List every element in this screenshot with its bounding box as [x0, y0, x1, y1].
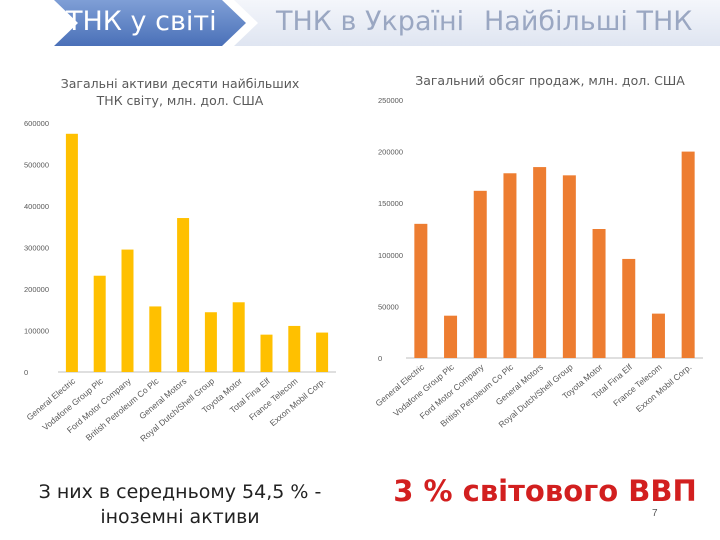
assets-chart-title: Загальні активи десяти найбільших ТНК св…: [60, 76, 300, 108]
tab-largest[interactable]: Найбільші ТНК: [484, 6, 693, 37]
assets-bar: [316, 332, 329, 372]
sales-bar: [533, 167, 547, 358]
sales-caption: 3 % світового ВВП: [393, 474, 697, 508]
sales-bar: [503, 173, 517, 358]
tab-inactive-shape: [442, 0, 720, 46]
sales-category-label: General Electric: [373, 361, 426, 408]
page-number: 7: [652, 508, 658, 519]
sales-category-label: Exxon Mobil Corp.: [634, 362, 694, 414]
sales-chart: Загальний обсяг продаж, млн. дол. США 0 5…: [368, 0, 720, 460]
tab-bar-shapes: [54, 0, 720, 46]
sales-bar: [651, 313, 665, 358]
assets-bar: [65, 133, 78, 372]
assets-bar: [177, 218, 190, 372]
assets-y-tick-label: 500000: [24, 161, 49, 170]
tab-ukraine[interactable]: ТНК в Україні: [276, 6, 465, 37]
sales-chart-title: Загальний обсяг продаж, млн. дол. США: [415, 73, 685, 88]
assets-bar: [204, 312, 217, 372]
assets-bar: [288, 325, 301, 372]
assets-bar: [260, 334, 273, 372]
sales-bar: [414, 223, 428, 358]
sales-y-tick-label: 150000: [378, 199, 403, 208]
sales-y-tick-label: 50000: [378, 302, 399, 311]
sales-bar: [622, 258, 636, 358]
sales-y-tick-label: 250000: [378, 96, 403, 105]
tab-world[interactable]: ТНК у світі: [66, 6, 217, 37]
sales-y-tick-label: 200000: [378, 148, 403, 157]
sales-bar: [473, 190, 487, 358]
assets-caption: З них в середньому 54,5 % - іноземні акт…: [38, 481, 322, 528]
assets-y-tick-label: 300000: [24, 244, 49, 253]
sales-bar: [592, 229, 606, 358]
assets-chart: Загальні активи десяти найбільших ТНК св…: [0, 0, 370, 460]
sales-bar: [562, 175, 576, 358]
sales-y-tick-label: 100000: [378, 251, 403, 260]
assets-y-tick-label: 400000: [24, 202, 49, 211]
assets-chart-plot: 0100000200000300000400000500000600000Gen…: [24, 119, 336, 444]
assets-y-tick-label: 100000: [24, 327, 49, 336]
assets-y-tick-label: 200000: [24, 285, 49, 294]
assets-bar: [149, 306, 162, 372]
tab-active-shape: [54, 0, 246, 46]
assets-bar: [93, 275, 106, 372]
tab-inactive-shape: [234, 0, 472, 46]
assets-y-tick-label: 0: [24, 368, 28, 377]
sales-y-tick-label: 0: [378, 354, 382, 363]
sales-chart-plot: 0 50000 100000 150000 200000 250000 General El…: [373, 96, 703, 430]
tab-bar: ТНК у світі ТНК в Україні Найбільші ТНК: [0, 0, 720, 46]
sales-bar: [681, 151, 695, 358]
assets-y-tick-label: 600000: [24, 119, 49, 128]
assets-bar: [232, 302, 245, 372]
sales-bar: [444, 315, 458, 358]
assets-bar: [121, 249, 134, 372]
